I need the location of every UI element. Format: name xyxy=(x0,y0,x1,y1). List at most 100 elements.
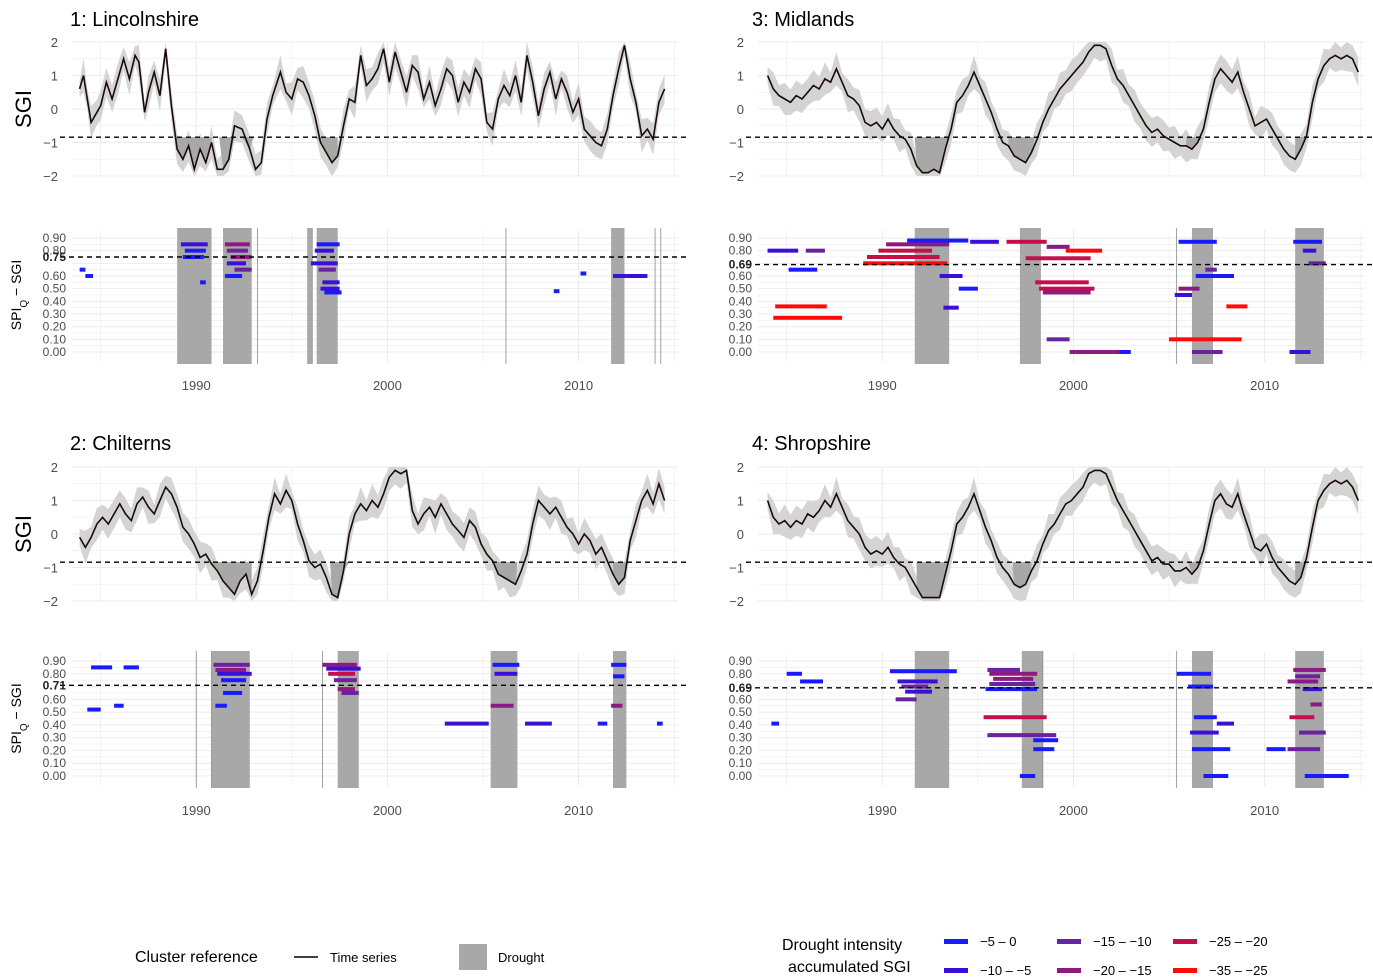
spi-drought-band xyxy=(613,651,627,788)
spi-drought-bar xyxy=(1042,290,1091,295)
spi-drought-bar xyxy=(91,665,113,670)
sgi-ytick-label: −1 xyxy=(43,561,58,576)
spi-drought-bar xyxy=(494,671,518,676)
legend: Cluster reference Time series Drought Dr… xyxy=(135,934,1268,978)
spi-drought-band xyxy=(1191,228,1213,364)
spi-drought-bar xyxy=(626,274,648,278)
spi-drought-bar xyxy=(611,662,627,667)
x-tick-label: 1990 xyxy=(182,378,211,393)
spi-drought-bar xyxy=(1065,248,1103,253)
spi-drought-bar xyxy=(180,242,208,247)
sgi-ytick-label: 1 xyxy=(737,69,744,84)
spi-drought-bar xyxy=(987,667,1020,672)
legend-intensity-label: −5 – 0 xyxy=(980,934,1017,949)
sgi-uncertainty-ribbon xyxy=(79,467,665,601)
spi-drought-bar xyxy=(1203,774,1229,778)
sgi-drought-area xyxy=(914,137,950,173)
sgi-plot: −2 −1 0 1 2 SGI xyxy=(11,35,688,184)
spi-drought-bar xyxy=(213,662,250,667)
sgi-plot: −2 −1 0 1 2 xyxy=(729,460,1373,609)
x-tick-label: 2010 xyxy=(564,803,593,818)
spi-drought-bar xyxy=(611,703,623,708)
spi-drought-bar xyxy=(525,721,552,726)
spi-drought-band xyxy=(611,228,625,364)
spi-plot: 0.000.100.200.300.400.500.60 0.800.90 0.71… xyxy=(8,651,688,818)
spi-drought-band xyxy=(316,228,338,364)
spi-drought-bar xyxy=(866,255,940,259)
sgi-ytick-label: 2 xyxy=(737,460,744,475)
sgi-series-line xyxy=(766,469,1360,599)
spi-drought-bar xyxy=(1190,730,1219,735)
sgi-ytick-label: 2 xyxy=(51,35,58,50)
spi-ytick-label: 0.20 xyxy=(729,320,753,334)
x-tick-label: 2010 xyxy=(564,378,593,393)
spi-drought-bar xyxy=(223,690,243,695)
sgi-drought-area xyxy=(1295,137,1322,160)
spi-drought-bar xyxy=(85,274,94,278)
spi-ytick-label: 0.30 xyxy=(43,307,67,321)
sgi-drought-area xyxy=(309,137,338,163)
spi-ytick-label: 0.90 xyxy=(729,654,753,668)
sgi-ytick-label: 0 xyxy=(737,102,744,117)
sgi-ytick-label: 0 xyxy=(51,102,58,117)
sgi-drought-area xyxy=(1186,137,1210,150)
spi-drought-bar xyxy=(1293,667,1326,672)
spi-drought-bar xyxy=(1302,687,1322,692)
spi-drought-bar xyxy=(1188,684,1213,689)
spi-drought-bar xyxy=(184,248,206,253)
sgi-drought-area xyxy=(219,137,254,170)
spi-drought-band xyxy=(1021,651,1043,788)
spi-plot: 0.000.100.200.300.400.500.60 0.800.90 0.69… xyxy=(729,651,1373,818)
spi-drought-bar xyxy=(1019,774,1036,778)
spi-drought-bar xyxy=(1266,747,1286,752)
spi-drought-bar xyxy=(805,248,825,253)
sgi-plot: −2 −1 0 1 2 xyxy=(729,35,1373,184)
spi-drought-bar xyxy=(656,721,663,726)
spi-drought-bar xyxy=(1226,304,1248,309)
spi-drought-band xyxy=(490,651,518,788)
sgi-drought-area xyxy=(209,562,252,595)
sgi-plot: −2 −1 0 1 2 SGI xyxy=(11,460,688,609)
spi-drought-bar xyxy=(1035,280,1089,285)
spi-drought-bar xyxy=(939,274,963,278)
spi-drought-bar xyxy=(444,721,489,726)
spi-axis-label: SPIQ − SGI xyxy=(8,260,30,330)
spi-drought-bar xyxy=(492,662,520,667)
x-tick-label: 2010 xyxy=(1250,803,1279,818)
spi-ytick-label: 0.10 xyxy=(43,756,67,770)
spi-drought-bar xyxy=(773,315,843,320)
x-tick-label: 2000 xyxy=(1059,803,1088,818)
spi-drought-bar xyxy=(788,267,818,272)
spi-drought-band xyxy=(223,228,252,364)
sgi-ytick-label: 0 xyxy=(737,527,744,542)
panel-title: 3: Midlands xyxy=(752,9,854,31)
sgi-ytick-label: −2 xyxy=(729,169,744,184)
spi-ytick-label: 0.20 xyxy=(729,743,753,757)
sgi-series-line xyxy=(766,44,1360,174)
spi-drought-bar xyxy=(1308,261,1326,266)
spi-drought-bar xyxy=(800,679,823,684)
spi-ytick-label: 0.00 xyxy=(43,769,67,783)
spi-drought-bar xyxy=(905,689,932,694)
sgi-drought-area xyxy=(330,562,350,598)
legend-intensity-label: −35 – −25 xyxy=(1209,963,1268,978)
panel-title: 1: Lincolnshire xyxy=(70,9,199,31)
panel-4: 4: Shropshire −2 −1 0 1 2 0.000.100.200.300.40… xyxy=(729,433,1373,818)
spi-drought-bar xyxy=(580,271,587,276)
spi-drought-bar xyxy=(318,267,336,272)
sgi-drought-area xyxy=(490,562,518,585)
sgi-ytick-label: 2 xyxy=(51,460,58,475)
spi-drought-bar xyxy=(341,690,359,695)
spi-ytick-label: 0.50 xyxy=(729,705,753,719)
spi-drought-bar xyxy=(863,261,948,266)
spi-threshold-label: 0.75 xyxy=(43,250,67,264)
sgi-ytick-label: −2 xyxy=(43,594,58,609)
x-tick-label: 2000 xyxy=(1059,378,1088,393)
spi-drought-bar xyxy=(326,666,361,671)
spi-ytick-label: 0.20 xyxy=(43,743,67,757)
legend-intensity-label: −10 – −5 xyxy=(980,963,1031,978)
spi-drought-bar xyxy=(771,721,780,726)
spi-drought-band xyxy=(307,228,313,364)
spi-ytick-label: 0.80 xyxy=(43,667,67,681)
